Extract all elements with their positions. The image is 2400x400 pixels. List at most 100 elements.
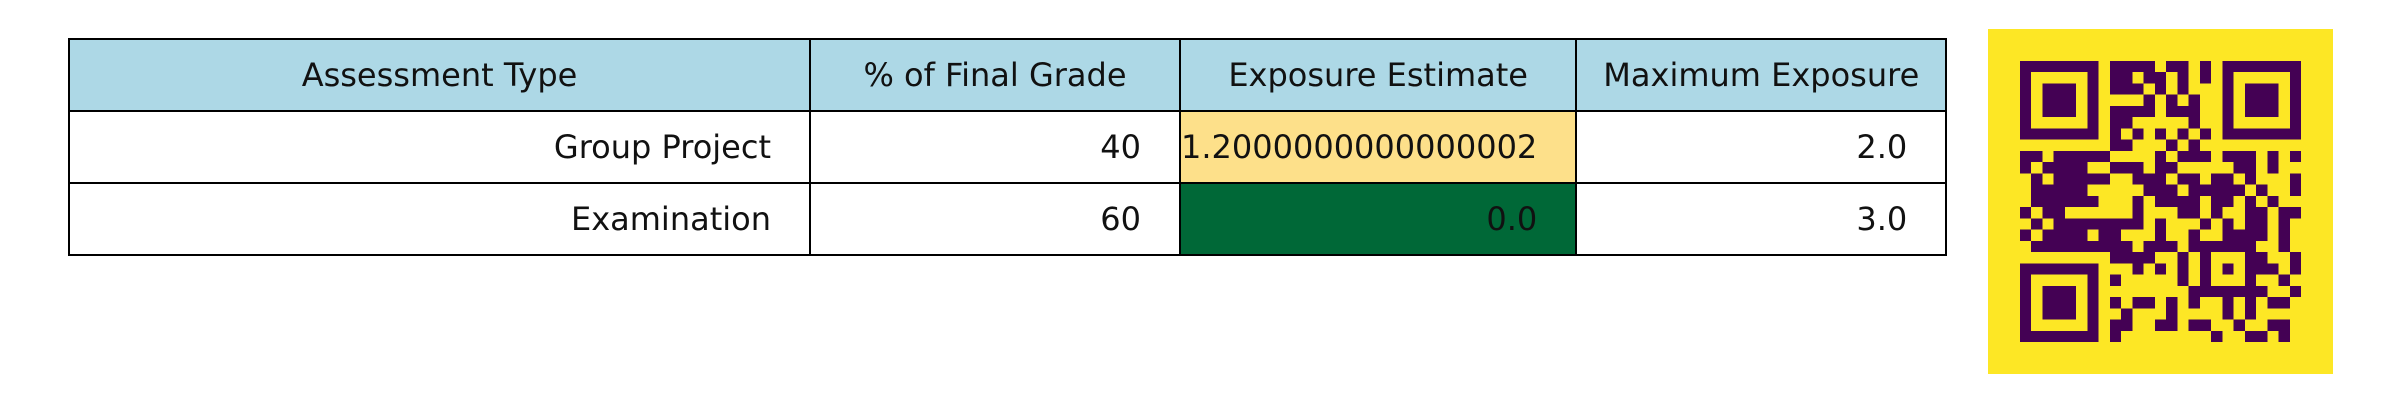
qr-module	[2042, 330, 2054, 342]
cell-text: Examination	[570, 200, 771, 238]
qr-module	[2053, 173, 2065, 185]
qr-module	[2222, 297, 2234, 309]
qr-module	[2154, 184, 2167, 196]
qr-module	[2222, 117, 2234, 129]
qr-module	[2020, 94, 2032, 106]
qr-module	[2166, 61, 2178, 73]
qr-module	[2087, 274, 2099, 286]
qr-module	[2154, 150, 2167, 163]
qr-module	[2053, 128, 2065, 140]
qr-module	[2188, 240, 2200, 253]
qr-module	[2109, 162, 2122, 174]
qr-module	[2233, 229, 2245, 241]
qr-module	[2053, 218, 2065, 230]
qr-module	[2064, 162, 2077, 174]
qr-module	[2020, 274, 2032, 286]
qr-module	[2267, 297, 2279, 309]
qr-module	[2098, 218, 2110, 230]
qr-module	[2020, 308, 2032, 320]
qr-module	[2278, 229, 2290, 241]
qr-module	[2244, 94, 2257, 106]
qr-module	[2188, 139, 2200, 151]
qr-module	[2031, 128, 2043, 140]
qr-module	[2233, 285, 2245, 298]
qr-module	[2289, 184, 2301, 196]
qr-module	[2064, 150, 2077, 163]
qr-module	[2076, 330, 2088, 342]
qr-module	[2278, 297, 2290, 309]
qr-module	[2053, 207, 2065, 219]
qr-module	[2278, 207, 2290, 219]
qr-module	[2222, 229, 2234, 241]
qr-module	[2177, 207, 2189, 219]
qr-module	[2267, 128, 2279, 140]
qr-module	[2177, 128, 2189, 140]
qr-module	[2177, 105, 2189, 118]
qr-module	[2211, 240, 2223, 253]
qr-module	[2289, 207, 2301, 219]
header-exposure-estimate: Exposure Estimate	[1178, 38, 1578, 112]
qr-module	[2031, 150, 2043, 163]
qr-module	[2211, 207, 2223, 219]
qr-module	[2154, 72, 2167, 84]
qr-module	[2020, 319, 2032, 331]
qr-module	[2053, 150, 2065, 163]
qr-module	[2256, 218, 2268, 230]
qr-module	[2188, 285, 2200, 298]
qr-module	[2244, 128, 2257, 140]
qr-module	[2143, 173, 2155, 185]
qr-module	[2064, 195, 2077, 208]
cell-text: 0.0	[1486, 200, 1538, 238]
header-maximum-exposure: Maximum Exposure	[1575, 38, 1948, 112]
cell-exposure-estimate: 1.2000000000000002	[1178, 110, 1578, 184]
cell-exposure-estimate: 0.0	[1178, 182, 1578, 256]
qr-module	[2211, 184, 2223, 196]
qr-module	[2042, 184, 2054, 196]
qr-module	[2132, 195, 2144, 208]
qr-module	[2222, 263, 2234, 275]
qr-module	[2289, 117, 2301, 129]
qr-module	[2132, 105, 2144, 118]
cell-percent-final-grade: 60	[809, 182, 1181, 256]
qr-module	[2042, 105, 2054, 118]
qr-module	[2177, 274, 2189, 286]
qr-module	[2154, 240, 2167, 253]
qr-module	[2199, 128, 2212, 140]
qr-module	[2211, 173, 2223, 185]
qr-module	[2188, 195, 2200, 208]
qr-module	[2109, 252, 2122, 264]
qr-module	[2289, 252, 2301, 264]
qr-module	[2289, 61, 2301, 73]
qr-module	[2064, 173, 2077, 185]
qr-module	[2121, 308, 2133, 320]
qr-module	[2121, 61, 2133, 73]
qr-module	[2233, 319, 2245, 331]
qr-module	[2222, 195, 2234, 208]
qr-module	[2087, 285, 2099, 298]
qr-module	[2188, 184, 2200, 196]
qr-module	[2289, 173, 2301, 185]
qr-module	[2053, 61, 2065, 73]
qr-module	[2042, 128, 2054, 140]
cell-text: 1.2000000000000002	[1181, 128, 1538, 166]
qr-module	[2289, 94, 2301, 106]
qr-module	[2053, 240, 2065, 253]
cell-text: 60	[1100, 200, 1141, 238]
qr-module	[2256, 285, 2268, 298]
qr-module	[2244, 240, 2257, 253]
qr-module	[2177, 173, 2189, 185]
qr-module	[2199, 150, 2212, 163]
qr-module	[2188, 173, 2200, 185]
qr-module	[2244, 173, 2257, 185]
assessment-table: Assessment Type % of Final Grade Exposur…	[68, 38, 1948, 256]
qr-module	[2188, 319, 2200, 331]
qr-module	[2053, 229, 2065, 241]
qr-module	[2109, 218, 2122, 230]
qr-module	[2076, 184, 2088, 196]
qr-module	[2031, 240, 2043, 253]
qr-module	[2076, 61, 2088, 73]
qr-module	[2109, 297, 2122, 309]
qr-module	[2166, 139, 2178, 151]
qr-module	[2042, 285, 2054, 298]
qr-module	[2154, 195, 2167, 208]
